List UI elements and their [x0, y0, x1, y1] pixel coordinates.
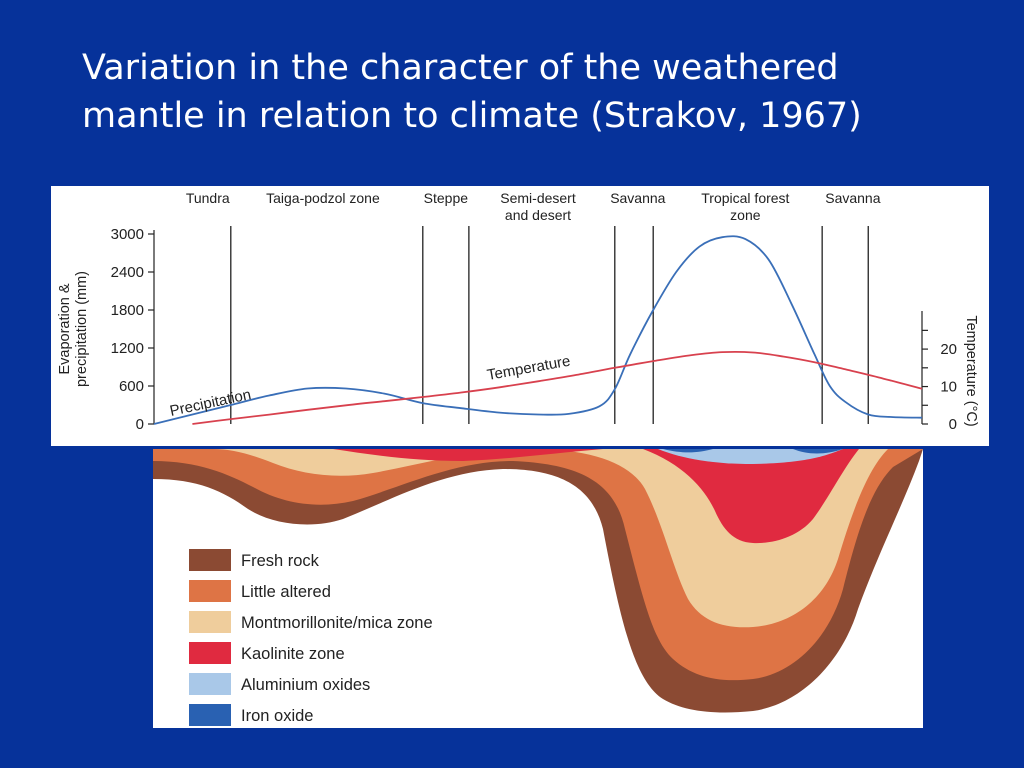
legend-label: Fresh rock: [241, 552, 320, 570]
left-axis-title-line: precipitation (mm): [74, 271, 90, 387]
aluminium-oxides-layer: [658, 449, 843, 464]
zone-label: Savanna: [610, 190, 665, 206]
slide-title-line-2: mantle in relation to climate (Strakov, …: [82, 96, 862, 136]
left-tick-label: 600: [119, 378, 144, 395]
weathering-profile: Fresh rock Little altered Montmorillonite/…: [153, 449, 923, 726]
zone-label-line: Tropical forest: [701, 190, 789, 206]
legend-swatch: [189, 611, 231, 633]
right-tick-label: 0: [949, 416, 957, 433]
climate-chart: Tundra Taiga-podzol zone Steppe Semi-desert…: [57, 190, 979, 433]
zone-label-line: Savanna: [610, 190, 665, 206]
zone-label: Semi-desert and desert: [500, 190, 576, 223]
profile-legend: Fresh rock Little altered Montmorillonite/…: [189, 549, 433, 726]
legend-label: Montmorillonite/mica zone: [241, 614, 433, 632]
zone-label-line: Tundra: [186, 190, 230, 206]
temperature-line: [192, 350, 923, 425]
left-tick-label: 0: [136, 416, 144, 433]
left-axis-title-line: Evaporation &: [57, 283, 73, 374]
left-axis: 0 600 1200 1800 2400 3000 Evaporation &precipi…: [57, 226, 155, 433]
legend-swatch: [189, 580, 231, 602]
left-tick-label: 3000: [111, 226, 144, 243]
zone-label: Savanna: [825, 190, 880, 206]
zone-label-line: Steppe: [424, 190, 469, 206]
chart-series: [153, 235, 923, 425]
zone-label-line: and desert: [505, 207, 571, 223]
zone-labels: Tundra Taiga-podzol zone Steppe Semi-desert…: [186, 190, 881, 223]
zone-label-line: Semi-desert: [500, 190, 576, 206]
precipitation-line: [153, 235, 923, 425]
legend-label: Aluminium oxides: [241, 676, 370, 694]
zone-divider-lines: [230, 226, 869, 424]
slide-title-line-1: Variation in the character of the weathe…: [82, 48, 839, 88]
zone-label: Tropical forest zone: [701, 190, 789, 223]
left-tick-label: 2400: [111, 264, 144, 281]
left-tick-label: 1200: [111, 340, 144, 357]
zone-label: Taiga-podzol zone: [266, 190, 380, 206]
weathering-profile-panel: Fresh rock Little altered Montmorillonite/…: [153, 449, 923, 728]
precipitation-label: Precipitation: [168, 386, 252, 420]
zone-label: Steppe: [424, 190, 469, 206]
zone-label-line: zone: [730, 207, 761, 223]
legend-label: Little altered: [241, 583, 331, 601]
slide-title: Variation in the character of the weathe…: [82, 44, 982, 140]
left-axis-title: Evaporation &precipitation (mm): [57, 271, 90, 387]
legend-swatch: [189, 704, 231, 726]
right-axis-title: Temperature (°C): [963, 315, 979, 426]
legend-swatch: [189, 642, 231, 664]
zone-label-line: Savanna: [825, 190, 880, 206]
legend-swatch: [189, 549, 231, 571]
legend-label: Iron oxide: [241, 707, 313, 725]
climate-chart-panel: Tundra Taiga-podzol zone Steppe Semi-desert…: [51, 186, 989, 446]
right-axis: 0 10 20 Temperature (°C): [921, 311, 979, 433]
legend-swatch: [189, 673, 231, 695]
iron-oxide-layer: [663, 449, 843, 454]
zone-label-line: Taiga-podzol zone: [266, 190, 380, 206]
zone-label: Tundra: [186, 190, 230, 206]
temperature-label: Temperature: [486, 353, 572, 384]
right-tick-label: 20: [940, 341, 957, 358]
right-tick-label: 10: [940, 379, 957, 396]
legend-label: Kaolinite zone: [241, 645, 345, 663]
left-tick-label: 1800: [111, 302, 144, 319]
